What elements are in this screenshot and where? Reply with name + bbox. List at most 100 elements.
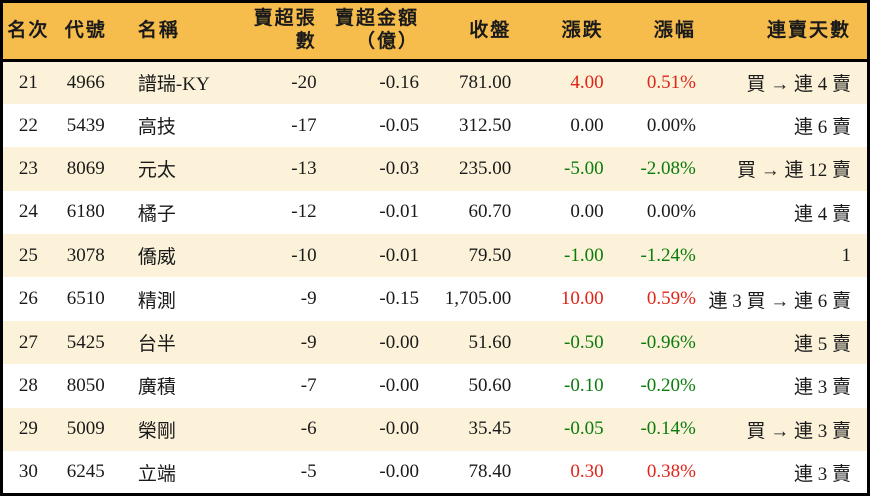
table-row: 27 5425 台半 -9 -0.00 51.60 -0.50 -0.96% 連 5 賣 bbox=[1, 320, 869, 365]
cell-name: 立端 bbox=[137, 463, 176, 485]
cell-name: 譜瑞-KY bbox=[137, 74, 210, 96]
cell-change-pct: 0.00% bbox=[646, 114, 696, 136]
cell-change: -1.00 bbox=[564, 244, 604, 266]
cell-close: 60.70 bbox=[468, 201, 512, 223]
cell-close: 235.00 bbox=[459, 157, 512, 179]
cell-sell-amount: -0.03 bbox=[379, 157, 419, 179]
cell-rank: 27 bbox=[18, 331, 38, 353]
cell-name: 僑威 bbox=[137, 247, 176, 269]
cell-sell-amount: -0.00 bbox=[379, 461, 419, 482]
cell-change: 0.00 bbox=[570, 114, 604, 136]
table-row: 21 4966 譜瑞-KY -20 -0.16 781.00 4.00 0.51% 買 → 連 … bbox=[1, 60, 869, 104]
cell-sell-volume: -9 bbox=[300, 288, 317, 310]
cell-sell-volume: -5 bbox=[300, 461, 317, 482]
table-row: 29 5009 榮剛 -6 -0.00 35.45 -0.05 -0.14% 買 → 連 3 賣 bbox=[1, 407, 869, 452]
cell-rank: 25 bbox=[18, 244, 38, 266]
cell-code: 8069 bbox=[66, 157, 105, 179]
cell-close: 35.45 bbox=[468, 418, 512, 440]
cell-rank: 24 bbox=[18, 201, 38, 223]
cell-code: 5425 bbox=[66, 331, 105, 353]
cell-streak: 連 3 賣 bbox=[793, 377, 851, 399]
cell-name: 橘子 bbox=[137, 203, 176, 225]
cell-sell-volume: -13 bbox=[291, 157, 317, 179]
cell-change: -0.10 bbox=[564, 374, 604, 396]
cell-sell-volume: -17 bbox=[291, 114, 317, 136]
cell-name: 榮剛 bbox=[137, 420, 176, 442]
cell-close: 50.60 bbox=[468, 374, 512, 396]
table-row: 30 6245 立端 -5 -0.00 78.40 0.30 0.38% 連 3 賣 bbox=[1, 451, 869, 495]
cell-change-pct: 0.59% bbox=[646, 288, 696, 310]
cell-code: 5009 bbox=[66, 418, 105, 440]
cell-streak: 連 4 賣 bbox=[793, 203, 851, 225]
table-body: 21 4966 譜瑞-KY -20 -0.16 781.00 4.00 0.51% 買 → 連 … bbox=[1, 60, 869, 495]
cell-change-pct: 0.00% bbox=[646, 201, 696, 223]
cell-sell-volume: -12 bbox=[291, 201, 317, 223]
cell-code: 6180 bbox=[66, 201, 105, 223]
cell-name: 精測 bbox=[137, 290, 176, 312]
cell-code: 6245 bbox=[66, 461, 105, 482]
column-header-sell-amount: 賣超金額 （億） bbox=[330, 1, 431, 62]
cell-close: 51.60 bbox=[468, 331, 512, 353]
cell-sell-amount: -0.16 bbox=[379, 71, 419, 93]
cell-change: 0.30 bbox=[570, 461, 604, 482]
cell-sell-amount: -0.05 bbox=[379, 114, 419, 136]
cell-name: 台半 bbox=[137, 334, 176, 356]
cell-close: 781.00 bbox=[459, 71, 512, 93]
cell-change-pct: -2.08% bbox=[640, 157, 696, 179]
cell-code: 4966 bbox=[66, 71, 105, 93]
table-row: 26 6510 精測 -9 -0.15 1,705.00 10.00 0.59% 連 3 買 →… bbox=[1, 277, 869, 321]
cell-change: -5.00 bbox=[564, 157, 604, 179]
column-header-close: 收盤 bbox=[430, 1, 524, 62]
column-header-code: 代號 bbox=[53, 1, 118, 62]
cell-sell-amount: -0.00 bbox=[379, 418, 419, 440]
cell-streak: 連 3 賣 bbox=[793, 463, 851, 485]
cell-sell-volume: -20 bbox=[291, 71, 317, 93]
cell-close: 1,705.00 bbox=[444, 288, 512, 310]
cell-name: 高技 bbox=[137, 117, 176, 139]
table-row: 24 6180 橘子 -12 -0.01 60.70 0.00 0.00% 連 4 賣 bbox=[1, 190, 869, 235]
cell-name: 廣積 bbox=[137, 377, 176, 399]
table-row: 22 5439 高技 -17 -0.05 312.50 0.00 0.00% 連 6 賣 bbox=[1, 103, 869, 148]
cell-rank: 26 bbox=[18, 288, 38, 310]
cell-change-pct: -0.20% bbox=[640, 374, 696, 396]
column-header-sell-volume: 賣超張數 bbox=[236, 1, 331, 62]
cell-code: 8050 bbox=[66, 374, 105, 396]
cell-rank: 23 bbox=[18, 157, 38, 179]
cell-code: 5439 bbox=[66, 114, 105, 136]
cell-rank: 29 bbox=[18, 418, 38, 440]
cell-streak: 買 → 連 12 賣 bbox=[736, 160, 851, 182]
cell-sell-amount: -0.15 bbox=[379, 288, 419, 310]
cell-sell-volume: -10 bbox=[291, 244, 317, 266]
cell-streak: 連 3 買 → 連 6 賣 bbox=[708, 290, 851, 312]
cell-rank: 22 bbox=[18, 114, 38, 136]
cell-change: 4.00 bbox=[570, 71, 604, 93]
cell-streak: 1 bbox=[841, 244, 852, 266]
cell-sell-volume: -7 bbox=[300, 374, 317, 396]
cell-close: 312.50 bbox=[459, 114, 512, 136]
column-header-change: 漲跌 bbox=[523, 1, 618, 62]
cell-close: 79.50 bbox=[468, 244, 512, 266]
cell-change: -0.50 bbox=[564, 331, 604, 353]
column-header-change-pct: 漲幅 bbox=[617, 1, 708, 62]
table-row: 23 8069 元太 -13 -0.03 235.00 -5.00 -2.08% 買 → 連 1… bbox=[1, 147, 869, 191]
table-row: 28 8050 廣積 -7 -0.00 50.60 -0.10 -0.20% 連 3 賣 bbox=[1, 364, 869, 408]
cell-name: 元太 bbox=[137, 160, 176, 182]
table-row: 25 3078 僑威 -10 -0.01 79.50 -1.00 -1.24% 1 bbox=[1, 234, 869, 278]
cell-close: 78.40 bbox=[468, 461, 512, 482]
table-header-row: 名次 代號 名稱 賣超張數 賣超金額 （億） 收盤 漲跌 漲幅 連賣天數 bbox=[1, 1, 869, 62]
cell-streak: 買 → 連 3 賣 bbox=[746, 420, 851, 442]
cell-change: -0.05 bbox=[564, 418, 604, 440]
cell-streak: 連 6 賣 bbox=[793, 117, 851, 139]
cell-sell-volume: -9 bbox=[300, 331, 317, 353]
cell-change: 0.00 bbox=[570, 201, 604, 223]
cell-sell-amount: -0.00 bbox=[379, 374, 419, 396]
cell-sell-amount: -0.00 bbox=[379, 331, 419, 353]
cell-rank: 30 bbox=[18, 461, 38, 482]
cell-change: 10.00 bbox=[560, 288, 604, 310]
cell-code: 3078 bbox=[66, 244, 105, 266]
column-header-streak: 連賣天數 bbox=[707, 1, 869, 62]
column-header-name: 名稱 bbox=[117, 1, 237, 62]
column-header-rank: 名次 bbox=[1, 1, 54, 62]
